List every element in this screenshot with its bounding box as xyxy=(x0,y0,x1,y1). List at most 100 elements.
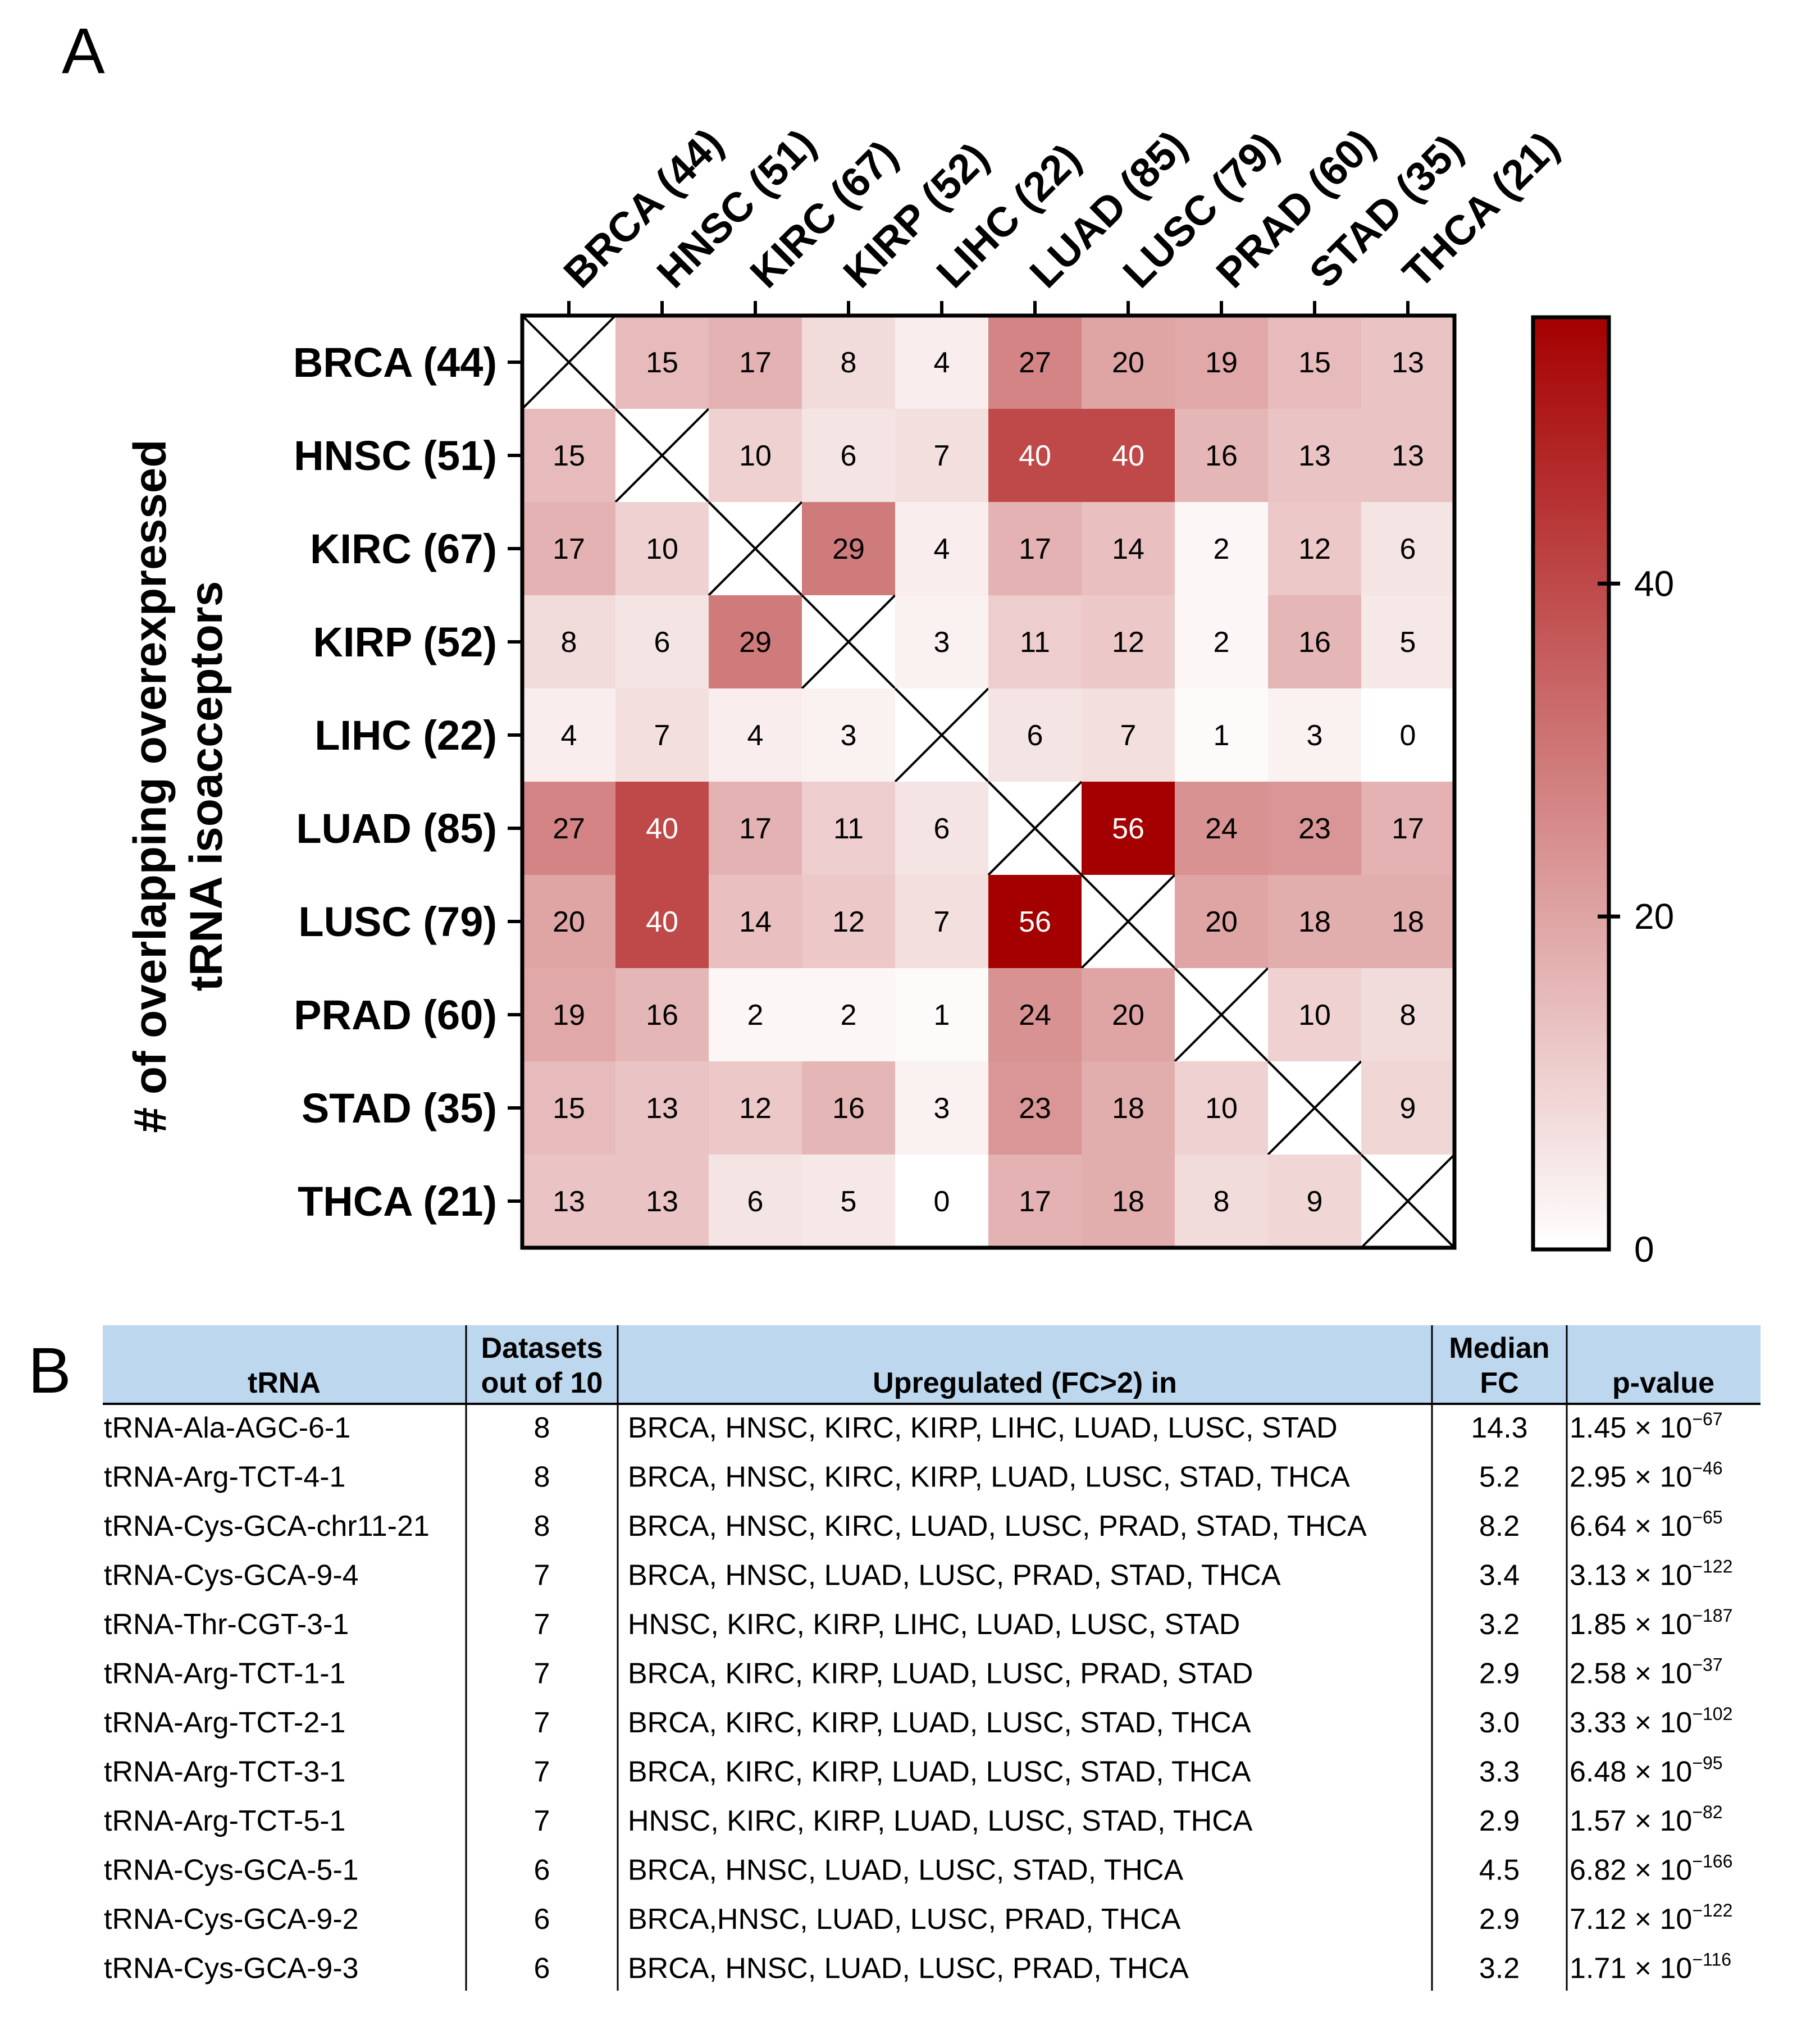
heatmap-cell-value: 15 xyxy=(553,440,585,472)
table-row: tRNA-Cys-GCA-9-4 7 BRCA, HNSC, LUAD, LUSC,… xyxy=(104,1557,1732,1592)
cell-datasets: 8 xyxy=(534,1412,550,1444)
cell-datasets: 8 xyxy=(534,1461,550,1494)
heatmap-cell-value: 1 xyxy=(934,999,950,1032)
heatmap-cell xyxy=(709,875,802,968)
heatmap-cell xyxy=(1268,688,1361,782)
heatmap-cell-value: 40 xyxy=(1112,440,1144,472)
heatmap-cell xyxy=(802,502,895,595)
heatmap-cell-value: 29 xyxy=(832,533,865,565)
heatmap-cell xyxy=(895,409,988,502)
heatmap-cell-value: 12 xyxy=(739,1092,772,1125)
heatmap-cell-value: 12 xyxy=(1298,533,1331,565)
heatmap-cell xyxy=(522,968,615,1061)
heatmap-cell-value: 18 xyxy=(1298,906,1331,938)
heatmap-cell xyxy=(1268,1155,1361,1248)
heatmap-cell xyxy=(615,595,709,688)
cell-median-fc: 3.4 xyxy=(1479,1559,1520,1592)
heatmap-cell-value: 15 xyxy=(646,346,678,379)
heatmap-cell-value: 6 xyxy=(934,813,950,845)
y-tick-label: THCA (21) xyxy=(298,1178,497,1225)
heatmap-cell-value: 13 xyxy=(1392,440,1424,472)
header-median-line1: Median xyxy=(1449,1332,1549,1365)
cell-pvalue: 1.71 × 10−116 xyxy=(1570,1950,1731,1985)
cell-pvalue: 3.13 × 10−122 xyxy=(1570,1557,1732,1592)
heatmap-cell xyxy=(1175,316,1268,409)
cell-upregulated: BRCA, KIRC, KIRP, LUAD, LUSC, STAD, THCA xyxy=(628,1756,1251,1788)
heatmap-cell-value: 5 xyxy=(1400,626,1416,659)
heatmap-cell xyxy=(709,1061,802,1155)
cell-trna: tRNA-Arg-TCT-2-1 xyxy=(104,1707,345,1739)
heatmap-cell xyxy=(988,1061,1082,1155)
diagonal-cross-line xyxy=(1267,1060,1362,1156)
colorbar-tick-label: 40 xyxy=(1634,563,1674,604)
cell-trna: tRNA-Arg-TCT-4-1 xyxy=(104,1461,345,1494)
y-tick-label: LIHC (22) xyxy=(314,712,497,759)
heatmap-cell xyxy=(1082,1155,1175,1248)
heatmap-cell-value: 10 xyxy=(1205,1092,1238,1125)
heatmap-cell-value: 17 xyxy=(739,346,772,379)
x-tick-labels: BRCA (44)HNSC (51)KIRC (67)KIRP (52)LIHC… xyxy=(555,120,1568,296)
heatmap-cell xyxy=(522,782,615,875)
heatmap-cell xyxy=(615,782,709,875)
heatmap-cell-value: 20 xyxy=(1112,346,1144,379)
diagonal-cross-line xyxy=(894,687,989,783)
heatmap-cell-value: 16 xyxy=(832,1092,865,1125)
heatmap-cell-value: 13 xyxy=(646,1185,678,1218)
cell-pvalue: 7.12 × 10−122 xyxy=(1570,1900,1732,1936)
heatmap-cell-value: 17 xyxy=(1019,1185,1051,1218)
pvalue-exponent: −187 xyxy=(1692,1605,1732,1626)
heatmap-cell xyxy=(709,688,802,782)
heatmap-cell-value: 1 xyxy=(1214,719,1230,752)
heatmap-cell xyxy=(1175,688,1268,782)
heatmap-cell xyxy=(522,595,615,688)
diagonal-cross-line xyxy=(1080,874,1176,969)
heatmap-cell xyxy=(1361,688,1454,782)
heatmap-cell-value: 2 xyxy=(747,999,764,1032)
cell-pvalue: 3.33 × 10−102 xyxy=(1570,1704,1732,1739)
cell-upregulated: BRCA, HNSC, KIRC, KIRP, LUAD, LUSC, STAD… xyxy=(628,1461,1350,1494)
cell-datasets: 7 xyxy=(534,1805,550,1837)
heatmap-cell-value: 19 xyxy=(553,999,585,1032)
heatmap-cell xyxy=(802,1061,895,1155)
heatmap-cell-value: 17 xyxy=(1019,533,1051,565)
heatmap-cell-value: 13 xyxy=(1392,346,1424,379)
pvalue-exponent: −102 xyxy=(1692,1704,1732,1724)
heatmap-cell-value: 23 xyxy=(1298,813,1331,845)
heatmap-cell xyxy=(802,782,895,875)
heatmap-cell xyxy=(802,1155,895,1248)
heatmap-cell-value: 7 xyxy=(934,906,950,938)
heatmap-cell xyxy=(522,502,615,595)
heatmap-cell xyxy=(709,1155,802,1248)
diagonal-cross-line xyxy=(614,408,710,503)
heatmap-cell xyxy=(1268,502,1361,595)
heatmap-cell xyxy=(1361,409,1454,502)
heatmap-cell-value: 14 xyxy=(739,906,772,938)
heatmap-cell xyxy=(1082,595,1175,688)
y-tick-labels: BRCA (44) HNSC (51) KIRC (67) KIRP (52) LIHC… xyxy=(293,339,497,1225)
cell-datasets: 7 xyxy=(534,1608,550,1641)
colorbar: 0 20 40 xyxy=(1531,315,1674,1270)
diagonal-cross-line xyxy=(801,594,896,690)
heatmap-cell xyxy=(802,409,895,502)
heatmap-cell xyxy=(615,502,709,595)
heatmap-cell xyxy=(1082,316,1175,409)
heatmap-cell-value: 17 xyxy=(739,813,772,845)
heatmap-cell xyxy=(988,409,1082,502)
heatmap-cell-value: 17 xyxy=(553,533,585,565)
heatmap-cell xyxy=(988,968,1082,1061)
cell-median-fc: 2.9 xyxy=(1479,1658,1520,1690)
table-row: tRNA-Arg-TCT-1-1 7 BRCA, KIRC, KIRP, LUAD,… xyxy=(104,1655,1723,1690)
table-row: tRNA-Cys-GCA-9-3 6 BRCA, HNSC, LUAD, LUSC,… xyxy=(104,1950,1731,1985)
heatmap-cell xyxy=(895,316,988,409)
pvalue-exponent: −37 xyxy=(1692,1655,1722,1675)
heatmap-cell-value: 18 xyxy=(1392,906,1424,938)
heatmap-cell xyxy=(802,688,895,782)
heatmap-cell xyxy=(615,1155,709,1248)
cell-trna: tRNA-Thr-CGT-3-1 xyxy=(104,1608,349,1641)
pvalue-exponent: −65 xyxy=(1692,1507,1722,1527)
table-header-bg xyxy=(103,1325,1760,1404)
diagonal-cross-line xyxy=(1174,967,1269,1062)
cell-datasets: 6 xyxy=(534,1854,550,1887)
heatmap-cell-value: 6 xyxy=(654,626,671,659)
